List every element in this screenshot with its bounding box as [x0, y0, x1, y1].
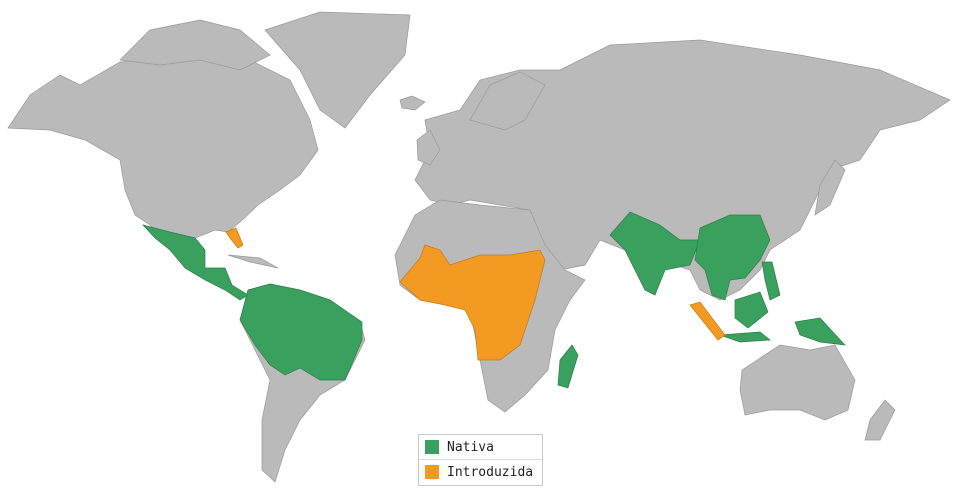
iceland [399, 95, 426, 111]
region-florida [225, 227, 244, 249]
region-madagascar [557, 344, 579, 389]
region-amazon [239, 283, 363, 381]
legend-item-native: Nativa [419, 435, 542, 459]
british-isles [416, 129, 441, 166]
greenland [264, 11, 411, 129]
new-zealand [864, 399, 896, 441]
introduced-swatch [425, 465, 439, 479]
region-indonesia-png [719, 331, 771, 343]
region-india [609, 211, 701, 296]
legend: Nativa Introduzida [418, 434, 543, 486]
scandinavia [469, 71, 546, 131]
legend-label: Introduzida [447, 464, 534, 480]
canadian-arctic [119, 19, 271, 71]
region-philippines [761, 261, 781, 301]
region-west-central-africa [399, 244, 546, 361]
legend-item-introduced: Introduzida [419, 459, 542, 484]
legend-label: Nativa [447, 439, 494, 455]
cuba-caribbean [227, 254, 279, 269]
native-swatch [425, 440, 439, 454]
north-america [7, 44, 319, 251]
region-new-guinea [794, 317, 846, 346]
japan [814, 159, 846, 216]
region-indochina-china [694, 214, 771, 301]
region-sumatra [689, 301, 726, 341]
region-borneo [734, 291, 769, 329]
australia [739, 344, 856, 421]
